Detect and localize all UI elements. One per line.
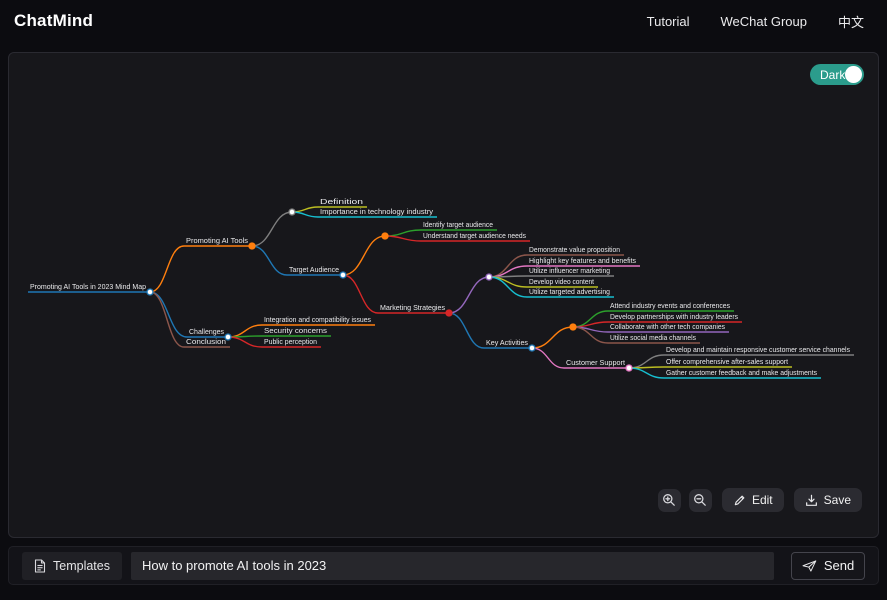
composer-bar: Templates Send bbox=[8, 546, 879, 585]
zoom-out-icon bbox=[694, 494, 707, 506]
theme-toggle-label: Dark bbox=[820, 67, 846, 82]
edit-button[interactable]: Edit bbox=[721, 488, 784, 512]
zoom-in-icon bbox=[663, 494, 676, 506]
header: ChatMind Tutorial WeChat Group 中文 bbox=[0, 0, 887, 42]
templates-button-label: Templates bbox=[53, 558, 110, 573]
save-button[interactable]: Save bbox=[793, 488, 862, 512]
theme-toggle[interactable]: Dark bbox=[810, 64, 864, 85]
send-icon bbox=[802, 559, 817, 572]
canvas-controls: Edit Save bbox=[657, 488, 862, 512]
download-icon bbox=[805, 494, 817, 506]
zoom-in-button[interactable] bbox=[657, 488, 681, 512]
send-button-label: Send bbox=[823, 558, 855, 573]
pencil-icon bbox=[734, 495, 745, 505]
mindmap-canvas[interactable] bbox=[8, 52, 879, 538]
header-nav: Tutorial WeChat Group 中文 bbox=[647, 12, 864, 31]
templates-button[interactable]: Templates bbox=[22, 551, 122, 580]
send-button[interactable]: Send bbox=[791, 551, 865, 580]
prompt-input[interactable] bbox=[130, 551, 774, 580]
nav-tutorial[interactable]: Tutorial bbox=[646, 13, 690, 29]
nav-wechat-group[interactable]: WeChat Group bbox=[720, 13, 807, 29]
save-button-label: Save bbox=[823, 493, 851, 507]
app-logo[interactable]: ChatMind bbox=[14, 11, 94, 30]
nav-language[interactable]: 中文 bbox=[837, 14, 864, 30]
document-icon bbox=[34, 558, 46, 573]
edit-button-label: Edit bbox=[751, 493, 773, 507]
zoom-out-button[interactable] bbox=[688, 488, 712, 512]
theme-toggle-knob[interactable] bbox=[845, 66, 862, 83]
